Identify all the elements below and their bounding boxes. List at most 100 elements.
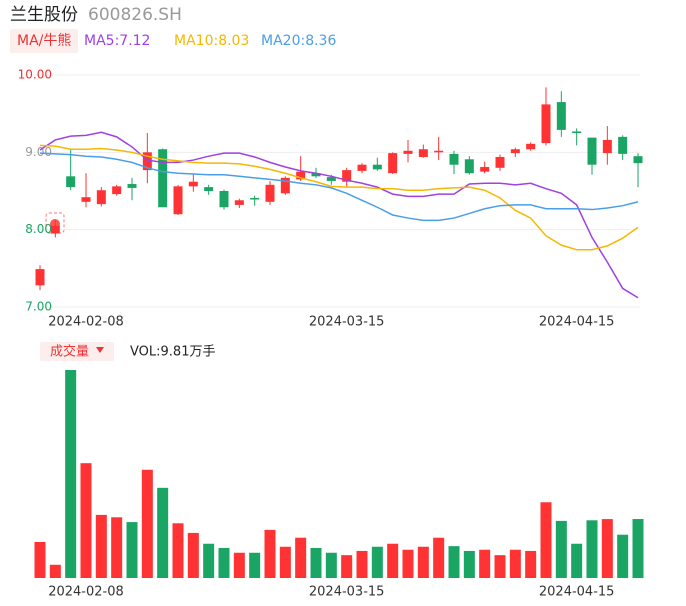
x-tick-label: 2024-04-15	[539, 585, 615, 600]
volume-bar	[509, 549, 521, 578]
x-tick-label: 2024-04-15	[539, 315, 615, 330]
volume-bar	[632, 519, 644, 578]
volume-bar	[264, 529, 276, 578]
legend-entry: MA20:8.36	[261, 33, 336, 49]
candle-body	[35, 269, 45, 286]
volume-label: VOL:9.81万手	[130, 345, 215, 360]
candle-body	[372, 164, 382, 170]
candle-body	[173, 186, 183, 215]
x-tick-label: 2024-03-15	[309, 315, 385, 330]
volume-bar	[65, 370, 77, 578]
volume-bar	[433, 537, 445, 578]
volume-bar	[218, 547, 230, 578]
y-tick-label: 9.00	[25, 145, 52, 159]
volume-bar	[402, 549, 414, 578]
volume-bar	[157, 487, 169, 578]
volume-bar	[80, 463, 92, 578]
candle-body	[587, 137, 597, 165]
y-tick-label: 10.00	[18, 68, 52, 82]
volume-bar	[249, 552, 261, 578]
volume-bar	[325, 552, 337, 578]
candle-body	[280, 177, 290, 194]
x-tick-label: 2024-03-15	[309, 585, 385, 600]
candle-body	[342, 170, 352, 182]
candle-body	[495, 156, 505, 168]
volume-bar	[187, 532, 199, 578]
candle-body	[50, 225, 60, 234]
volume-bar	[341, 555, 353, 578]
candle-body	[96, 190, 106, 205]
volume-bar	[417, 546, 429, 578]
candle-body	[434, 150, 444, 153]
volume-bar	[295, 537, 307, 578]
candle-body	[572, 131, 582, 133]
ma-line	[39, 131, 639, 299]
candle-body	[602, 139, 612, 154]
volume-bar	[617, 534, 629, 578]
volume-bar	[479, 549, 491, 578]
volume-bar	[586, 520, 598, 578]
candle-body	[142, 152, 152, 171]
candle-body	[234, 200, 244, 205]
ma-line	[39, 152, 639, 222]
y-tick-label: 8.00	[25, 222, 52, 236]
legend-entry: MA10:8.03	[174, 33, 249, 49]
ma-line	[39, 144, 639, 251]
volume-bar	[525, 550, 537, 578]
candle-body	[311, 173, 321, 177]
volume-bar	[601, 519, 613, 578]
volume-bar	[540, 502, 552, 578]
candle-body	[510, 149, 520, 154]
stock-name: 兰生股份	[10, 5, 78, 25]
volume-bar	[279, 546, 291, 578]
volume-bar	[555, 520, 567, 578]
candle-body	[188, 181, 198, 187]
volume-button[interactable]: 成交量	[50, 344, 89, 360]
candle-body	[127, 184, 137, 188]
dropdown-arrow[interactable]	[96, 347, 104, 353]
volume-bar	[111, 517, 123, 578]
volume-bar	[233, 552, 245, 578]
candle-body	[250, 197, 260, 200]
candle-body	[265, 184, 275, 202]
candle-body	[480, 167, 490, 172]
x-tick-label: 2024-02-08	[48, 315, 124, 330]
candle-body	[357, 164, 367, 171]
candle-body	[464, 159, 474, 174]
candle-body	[204, 187, 214, 191]
candle-body	[526, 143, 536, 150]
volume-bar	[571, 543, 583, 578]
volume-bar	[126, 522, 138, 578]
candle-body	[541, 104, 551, 144]
stock-code: 600826.SH	[88, 5, 182, 25]
volume-button-bg[interactable]	[40, 342, 114, 361]
candle-body	[158, 149, 168, 208]
candle-body	[633, 156, 643, 164]
volume-bar	[172, 523, 184, 578]
volume-bar	[387, 543, 399, 578]
volume-bar	[356, 550, 368, 578]
volume-bar	[203, 543, 215, 578]
y-tick-label: 7.00	[25, 300, 52, 314]
volume-bar	[463, 550, 475, 578]
volume-bar	[494, 555, 506, 578]
candle-body	[618, 136, 628, 154]
candle-body	[296, 171, 306, 180]
candle-body	[449, 153, 459, 165]
candle-body	[556, 102, 566, 130]
candle-body	[326, 177, 336, 181]
candle-body	[418, 149, 428, 157]
candle-body	[403, 150, 413, 154]
candle-body	[112, 186, 122, 195]
volume-bar	[448, 546, 460, 578]
volume-bar	[371, 546, 383, 578]
volume-bar	[34, 541, 46, 578]
ma-button-bg[interactable]	[10, 29, 78, 53]
volume-bar	[141, 469, 153, 578]
volume-bar	[95, 514, 107, 578]
ma-button[interactable]: MA/牛熊	[17, 33, 71, 49]
candle-body	[81, 197, 91, 202]
x-tick-label: 2024-02-08	[48, 585, 124, 600]
candle-body	[388, 153, 398, 174]
